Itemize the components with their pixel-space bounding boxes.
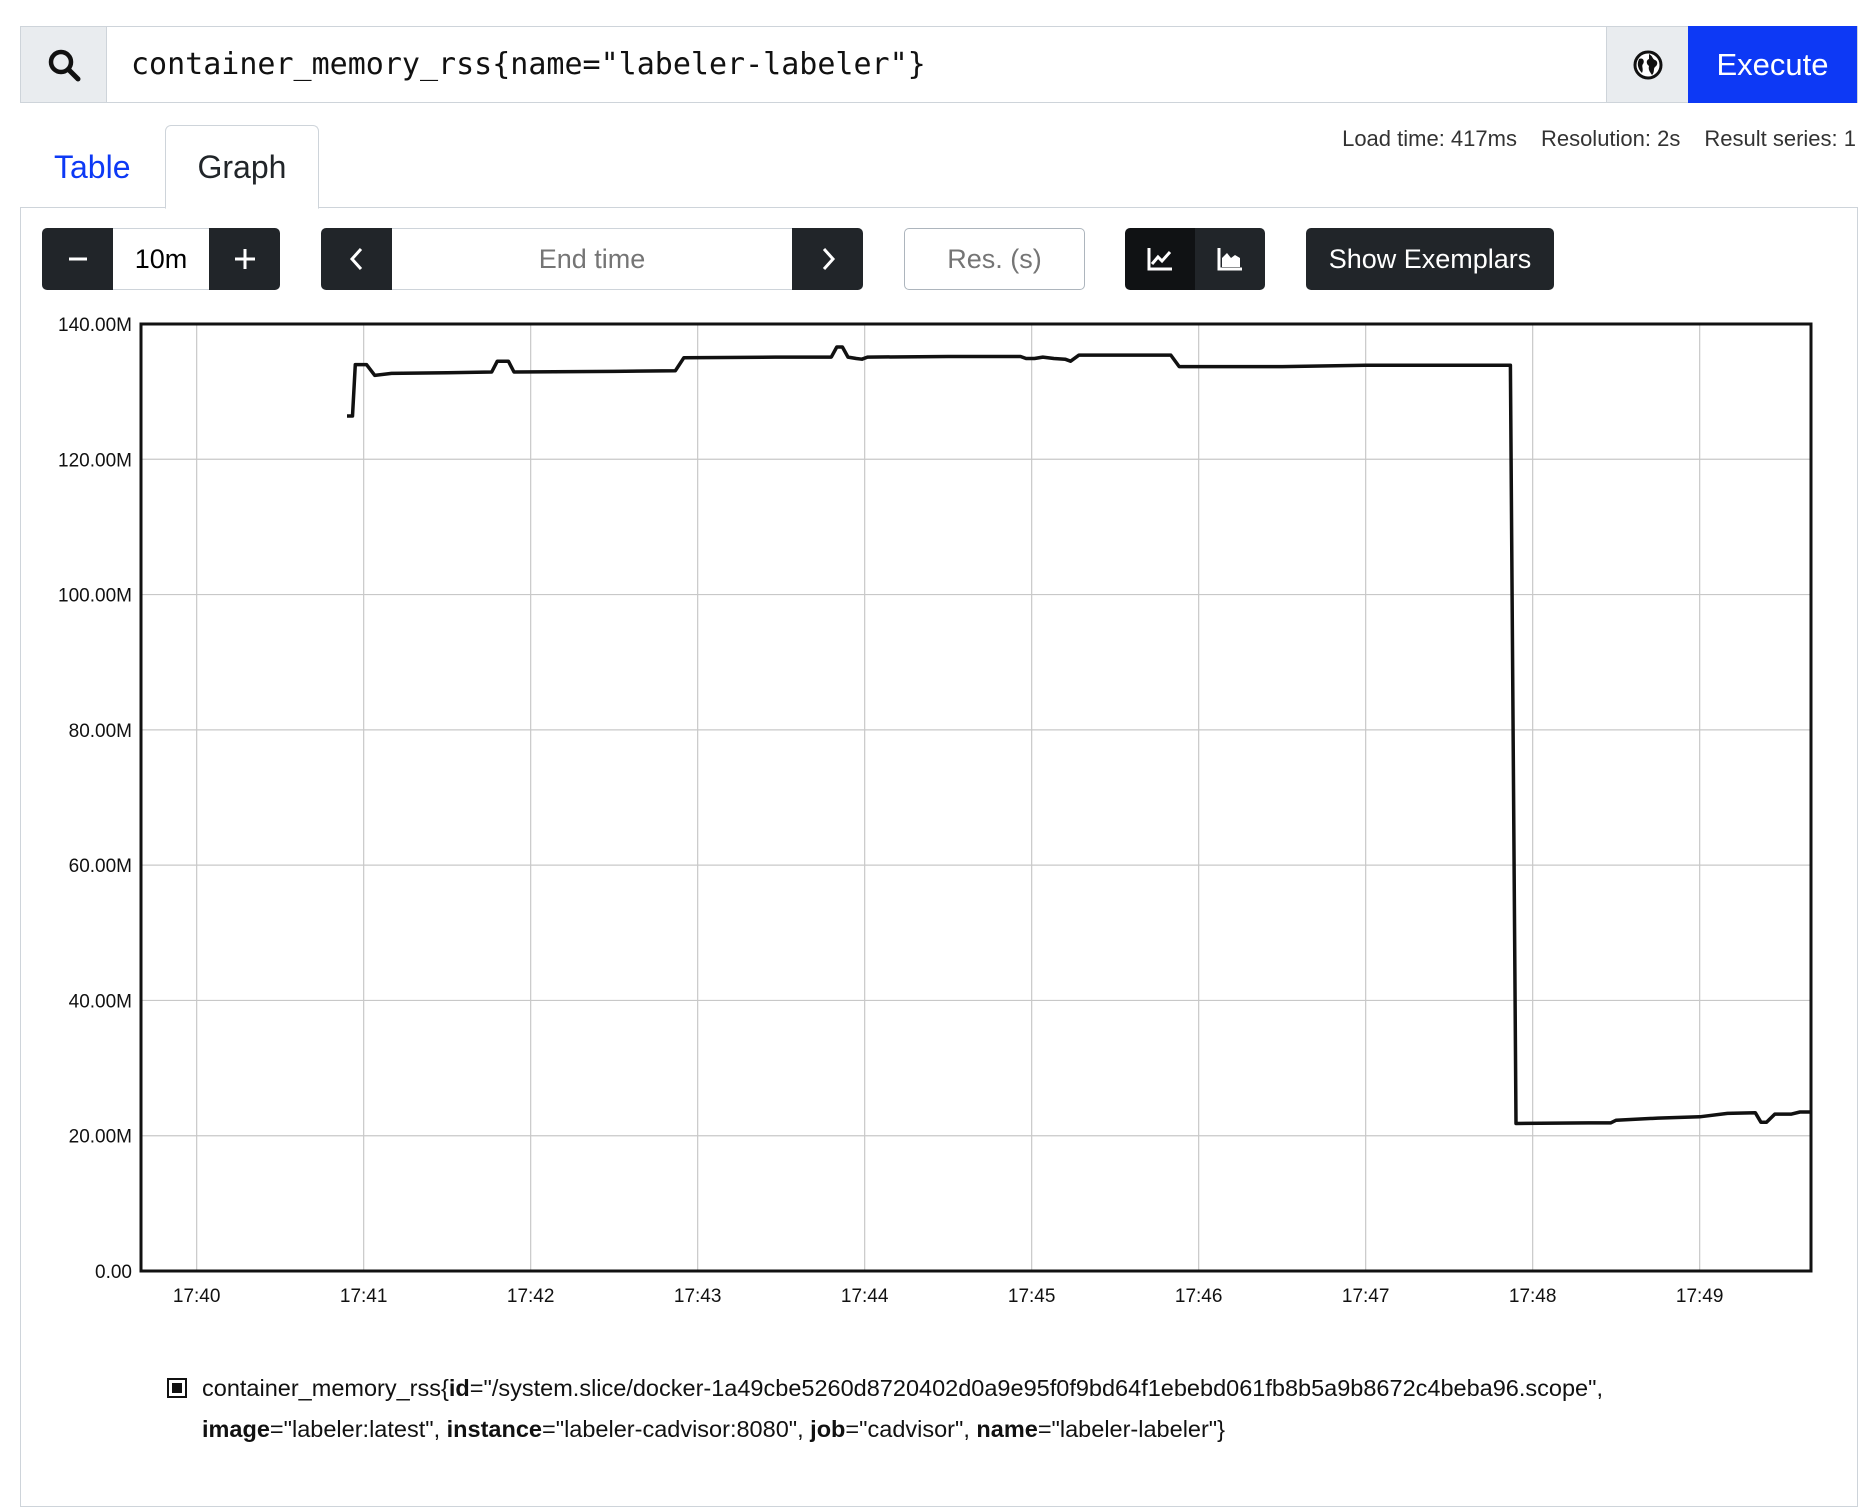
chevron-left-icon (349, 247, 362, 271)
next-time-button[interactable] (792, 228, 863, 290)
legend-key-id: id (448, 1375, 470, 1401)
decrease-range-button[interactable] (42, 228, 113, 290)
x-tick-label: 17:49 (1676, 1286, 1724, 1307)
legend-key-name: name (976, 1416, 1038, 1442)
query-expression-input[interactable] (107, 27, 1606, 102)
x-tick-label: 17:44 (841, 1286, 889, 1307)
increase-range-button[interactable] (209, 228, 280, 290)
y-tick-label: 20.00M (69, 1127, 132, 1148)
plot-frame (139, 322, 1813, 1273)
y-tick-label: 80.00M (69, 721, 132, 742)
legend-key-job: job (810, 1416, 846, 1442)
series-color-swatch[interactable] (167, 1378, 187, 1398)
query-bar: Execute (20, 26, 1858, 103)
x-tick-label: 17:41 (340, 1286, 388, 1307)
x-tick-label: 17:46 (1175, 1286, 1223, 1307)
resolution-input[interactable] (904, 228, 1085, 290)
y-tick-label: 100.00M (58, 586, 132, 607)
plus-icon (234, 249, 255, 269)
y-tick-label: 140.00M (58, 315, 132, 336)
range-control (42, 228, 280, 290)
range-input[interactable] (113, 228, 209, 290)
legend-metric: container_memory_rss (202, 1375, 442, 1401)
memory-line-chart: 0.00 20.00M 40.00M 60.00M 80.00M 100.00M 120.0… (58, 315, 1813, 1307)
minus-icon (68, 257, 87, 261)
unstacked-line-button[interactable] (1125, 228, 1195, 290)
x-tick-label: 17:40 (173, 1286, 221, 1307)
previous-time-button[interactable] (321, 228, 392, 290)
series-legend[interactable]: container_memory_rss{id="/system.slice/d… (167, 1368, 1688, 1450)
x-tick-label: 17:42 (507, 1286, 555, 1307)
x-tick-label: 17:47 (1342, 1286, 1390, 1307)
line-chart-icon (1147, 248, 1172, 271)
x-tick-label: 17:45 (1008, 1286, 1056, 1307)
tab-table[interactable]: Table (54, 148, 131, 185)
legend-key-image: image (202, 1416, 270, 1442)
chevron-right-icon (822, 247, 835, 271)
y-tick-label: 0.00 (95, 1262, 132, 1283)
end-time-input[interactable] (392, 228, 792, 290)
x-tick-label: 17:48 (1509, 1286, 1557, 1307)
query-stats: Load time: 417ms Resolution: 2s Result s… (1342, 126, 1856, 152)
legend-value-instance: "labeler-cadvisor:8080" (555, 1416, 798, 1442)
search-icon[interactable] (21, 27, 107, 102)
resolution-stat: Resolution: 2s (1540, 126, 1681, 151)
legend-value-name: "labeler-labeler" (1051, 1416, 1218, 1442)
x-tick-label: 17:43 (674, 1286, 722, 1307)
globe-icon[interactable] (1606, 27, 1688, 102)
y-tick-label: 120.00M (58, 450, 132, 471)
load-time: Load time: 417ms (1342, 126, 1517, 151)
stacked-area-button[interactable] (1195, 228, 1265, 290)
y-tick-label: 40.00M (69, 991, 132, 1012)
legend-value-id: "/system.slice/docker-1a49cbe5260d872040… (483, 1375, 1597, 1401)
execute-button[interactable]: Execute (1688, 26, 1857, 103)
view-tabs: Table Graph (20, 124, 320, 209)
show-exemplars-button[interactable]: Show Exemplars (1306, 228, 1554, 290)
end-time-control (321, 228, 863, 290)
legend-value-image: "labeler:latest" (283, 1416, 434, 1442)
legend-series-label: container_memory_rss{id="/system.slice/d… (202, 1375, 1603, 1442)
stacked-area-chart-icon (1217, 248, 1242, 271)
tab-graph[interactable]: Graph (164, 125, 320, 209)
result-series: Result series: 1 (1704, 126, 1856, 151)
chart-type-toggle (1125, 228, 1265, 290)
y-tick-label: 60.00M (69, 856, 132, 877)
legend-value-job: "cadvisor" (859, 1416, 964, 1442)
legend-key-instance: instance (446, 1416, 542, 1442)
series-line (347, 345, 1811, 1126)
